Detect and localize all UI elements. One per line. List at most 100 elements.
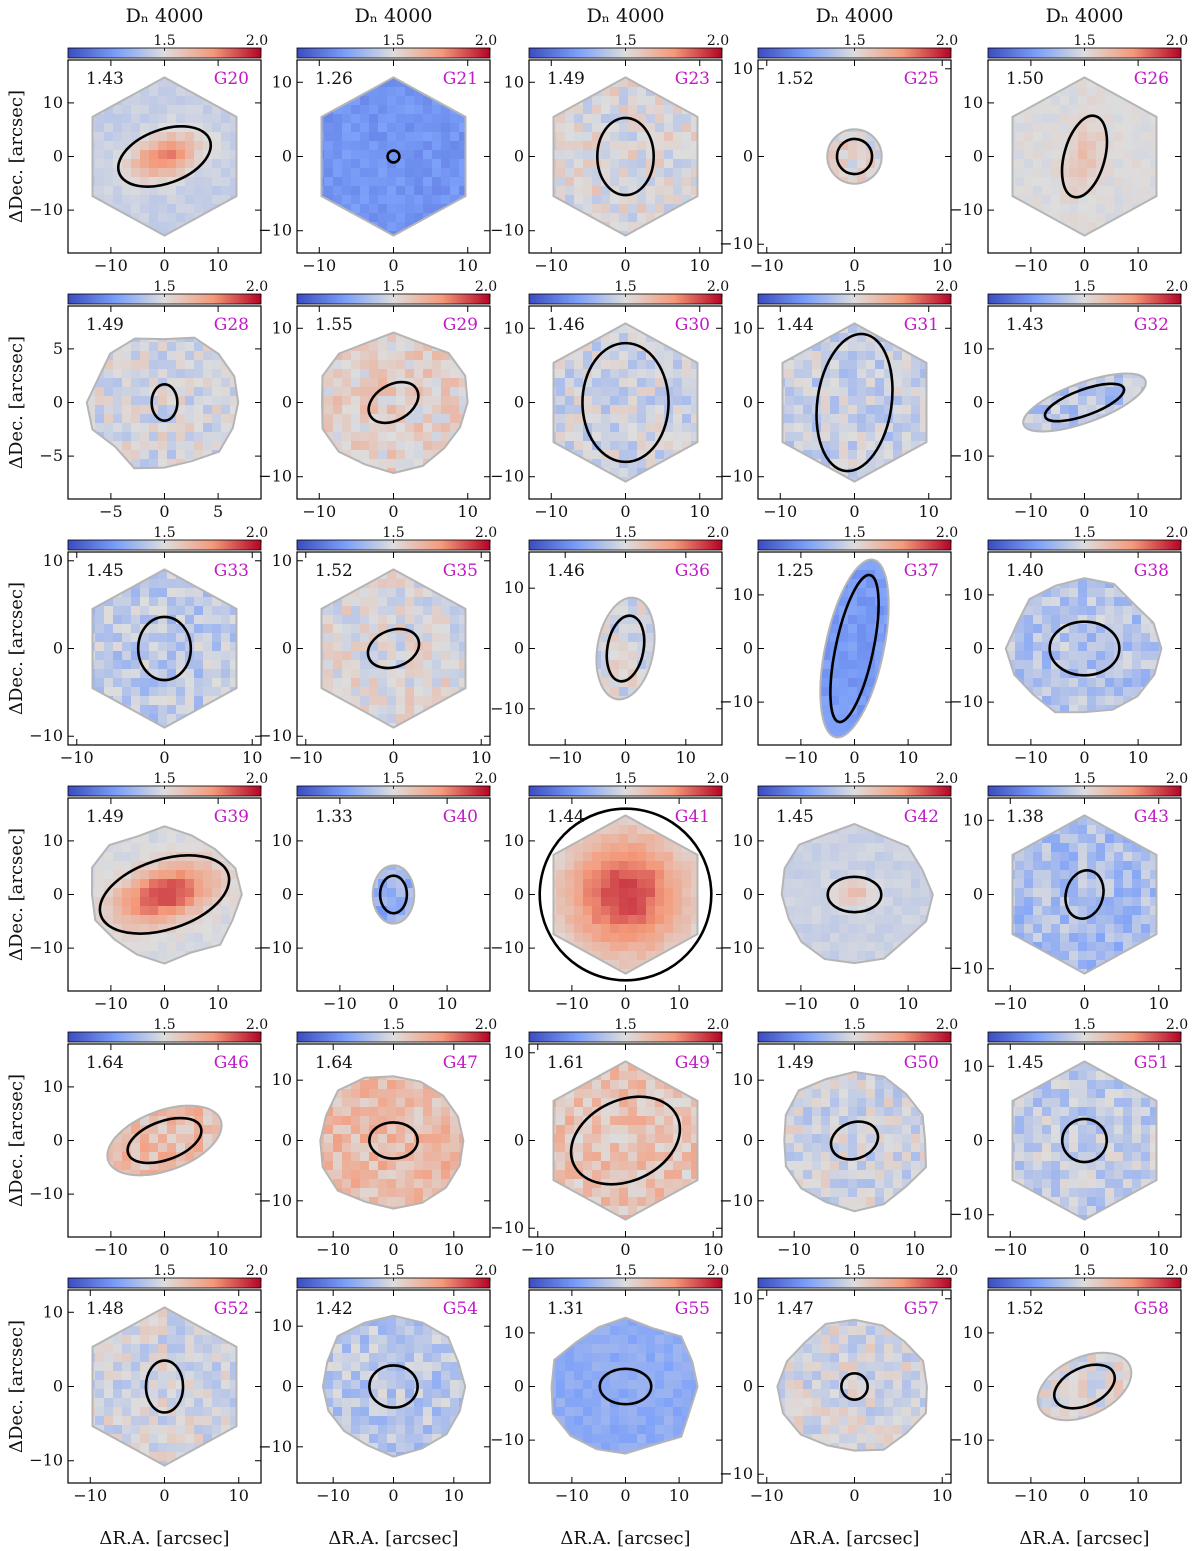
map-pixel [158, 324, 168, 334]
map-pixel [414, 360, 424, 370]
map-pixel [902, 123, 912, 133]
map-pixel [360, 177, 370, 187]
map-pixel [610, 423, 620, 433]
map-pixel [450, 222, 460, 232]
map-pixel [1033, 405, 1043, 415]
map-pixel [1177, 306, 1187, 316]
map-pixel [1105, 123, 1115, 133]
map-pixel [691, 132, 698, 142]
map-pixel [839, 60, 849, 70]
map-pixel [857, 213, 867, 223]
map-pixel [920, 231, 930, 241]
map-pixel [1024, 342, 1034, 352]
map-pixel [239, 222, 249, 232]
map-pixel [248, 177, 258, 187]
map-pixel [324, 477, 334, 487]
map-pixel [718, 351, 728, 361]
map-pixel [306, 342, 316, 352]
map-pixel [821, 378, 831, 388]
map-pixel [468, 159, 478, 169]
map-pixel [1012, 105, 1016, 115]
map-pixel [360, 105, 370, 115]
map-pixel [477, 387, 487, 397]
map-pixel [176, 315, 186, 325]
map-pixel [360, 77, 370, 79]
map-pixel [95, 159, 105, 169]
map-pixel [306, 369, 316, 379]
map-pixel [938, 114, 948, 124]
colorbar-tick-label: 1.5 [843, 33, 865, 49]
map-pixel [947, 177, 957, 187]
map-pixel [230, 387, 239, 397]
map-pixel [158, 222, 168, 232]
map-pixel [68, 213, 78, 223]
map-pixel [306, 114, 316, 124]
map-pixel [1060, 306, 1070, 316]
map-pixel [432, 150, 442, 160]
map-pixel [610, 123, 620, 133]
map-pixel [988, 432, 998, 442]
map-pixel [920, 249, 930, 259]
map-pixel [857, 60, 867, 70]
map-pixel [324, 231, 334, 236]
map-pixel [1150, 150, 1157, 160]
map-pixel [297, 423, 307, 433]
map-pixel [248, 468, 258, 478]
map-pixel [1024, 150, 1034, 160]
map-pixel [839, 78, 849, 88]
map-pixel [297, 405, 307, 415]
colorbar-tick-label: 2.0 [936, 33, 958, 49]
map-pixel [583, 123, 593, 133]
map-pixel [158, 231, 168, 236]
mean-dn4000-value: 1.52 [776, 69, 814, 89]
map-pixel [1096, 123, 1106, 133]
map-pixel [432, 105, 442, 115]
map-pixel [839, 432, 849, 442]
map-pixel [414, 378, 424, 388]
map-pixel [257, 396, 267, 406]
map-pixel [239, 141, 249, 151]
map-pixel [619, 342, 629, 352]
map-pixel [297, 204, 307, 214]
map-pixel [306, 432, 316, 442]
map-pixel [140, 159, 150, 169]
map-pixel [1024, 222, 1034, 232]
map-pixel [902, 249, 912, 259]
map-pixel [556, 177, 566, 187]
map-pixel [785, 141, 795, 151]
map-pixel [306, 477, 316, 487]
map-pixel [655, 77, 665, 79]
map-pixel [95, 141, 105, 151]
map-pixel [351, 150, 361, 160]
map-pixel [601, 150, 611, 160]
map-pixel [414, 468, 424, 474]
map-pixel [812, 495, 822, 505]
map-pixel [1105, 177, 1115, 187]
map-pixel [1123, 123, 1133, 133]
map-pixel [1060, 240, 1070, 250]
map-pixel [655, 495, 665, 505]
map-pixel [664, 414, 674, 424]
map-pixel [185, 432, 195, 442]
map-pixel [655, 486, 665, 496]
map-pixel [297, 168, 307, 178]
map-pixel [758, 141, 768, 151]
map-pixel [776, 150, 786, 160]
map-pixel [803, 360, 813, 370]
map-pixel [212, 240, 222, 250]
map-pixel [1096, 213, 1106, 223]
map-pixel [839, 378, 849, 388]
map-pixel [387, 177, 397, 187]
map-pixel [297, 114, 307, 124]
map-pixel [538, 105, 548, 115]
map-pixel [432, 477, 442, 487]
map-pixel [432, 123, 442, 133]
x-tick-label: −10 [534, 502, 568, 521]
map-pixel [988, 150, 998, 160]
map-pixel [997, 159, 1007, 169]
map-pixel [565, 486, 575, 496]
map-pixel [1159, 369, 1169, 379]
map-pixel [938, 333, 948, 343]
map-pixel [387, 351, 397, 361]
map-pixel [839, 468, 849, 478]
